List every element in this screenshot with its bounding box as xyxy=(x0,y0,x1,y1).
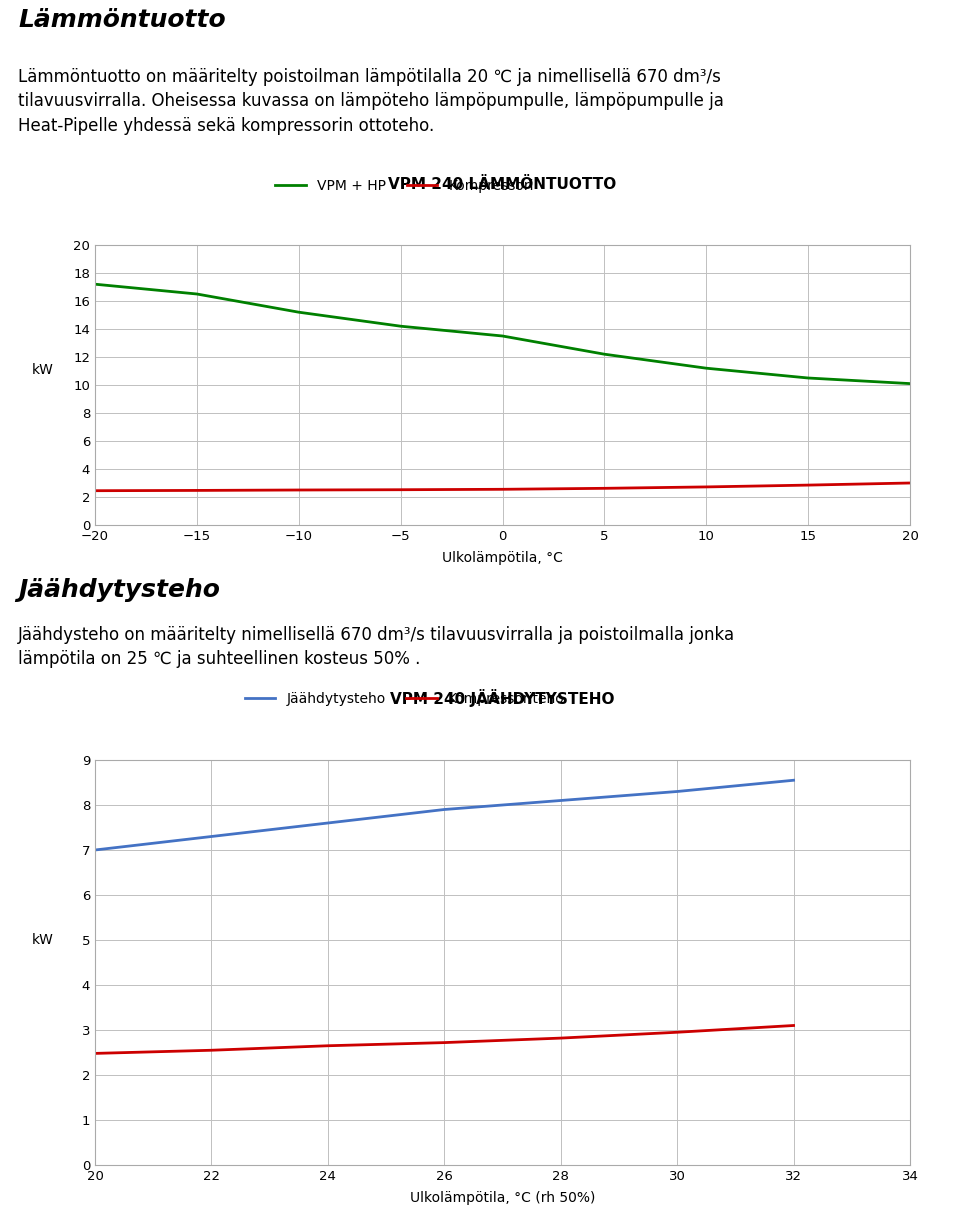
Legend: Jäähdytysteho, Kompressoriteho: Jäähdytysteho, Kompressoriteho xyxy=(239,686,570,712)
X-axis label: Ulkolämpötila, °C (rh 50%): Ulkolämpötila, °C (rh 50%) xyxy=(410,1191,595,1206)
Title: VPM 240 JÄÄHDYTYSTEHO: VPM 240 JÄÄHDYTYSTEHO xyxy=(391,690,614,708)
Text: Lämmöntuotto: Lämmöntuotto xyxy=(18,8,226,31)
X-axis label: Ulkolämpötila, °C: Ulkolämpötila, °C xyxy=(442,551,563,565)
Text: kW: kW xyxy=(32,933,54,947)
Text: Lämmöntuotto on määritelty poistoilman lämpötilalla 20 ℃ ja nimellisellä 670 dm³: Lämmöntuotto on määritelty poistoilman l… xyxy=(18,68,724,134)
Text: Jäähdytysteho: Jäähdytysteho xyxy=(18,577,220,602)
Text: Jäähdysteho on määritelty nimellisellä 670 dm³/s tilavuusvirralla ja poistoilmal: Jäähdysteho on määritelty nimellisellä 6… xyxy=(18,626,735,668)
Title: VPM 240 LÄMMÖNTUOTTO: VPM 240 LÄMMÖNTUOTTO xyxy=(389,178,616,192)
Legend: VPM + HP, Kompressori: VPM + HP, Kompressori xyxy=(270,174,540,198)
Text: kW: kW xyxy=(32,362,54,377)
